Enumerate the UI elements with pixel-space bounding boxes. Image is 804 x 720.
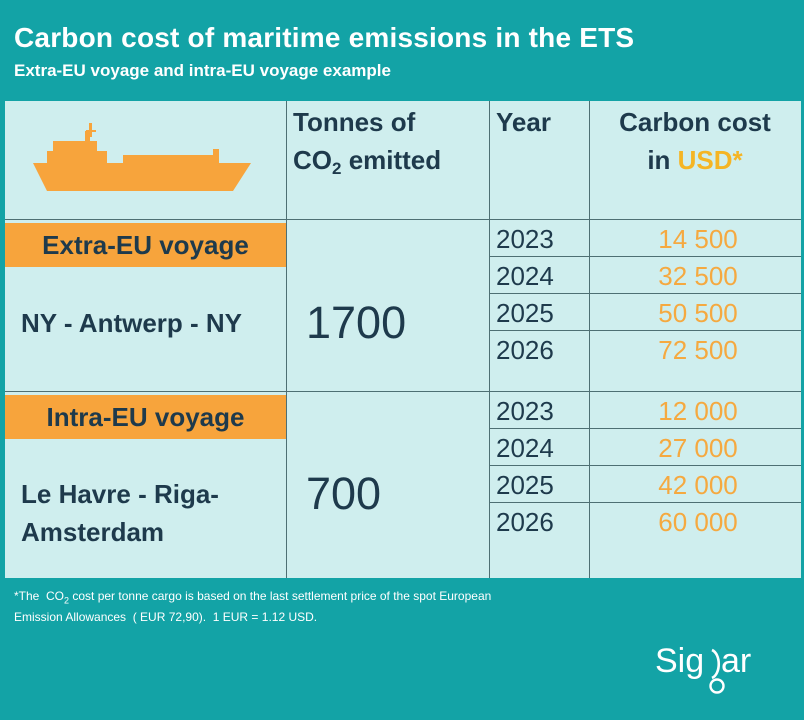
emissions-table: Tonnes of CO2 emitted Year Carbon cost i… <box>5 101 801 578</box>
sigmar-logo-icon: Sig ar <box>655 642 751 694</box>
tonnes-header-line1: Tonnes of <box>293 107 416 137</box>
tonnes-value: 700 <box>306 468 382 519</box>
row-divider <box>489 502 801 503</box>
year-cell: 2024 <box>496 261 554 291</box>
row-divider <box>489 465 801 466</box>
cost-cell: 50 500 <box>658 298 738 328</box>
row-divider <box>489 330 801 331</box>
route-line: NY - Antwerp - NY <box>21 308 243 338</box>
header-divider <box>5 219 801 220</box>
route-intra-eu: Le Havre - Riga- Amsterdam <box>21 475 219 551</box>
footnote-part1: *The CO <box>14 589 65 603</box>
co-subscript: 2 <box>332 159 342 178</box>
usd-label: USD* <box>677 145 743 175</box>
row-divider <box>489 428 801 429</box>
cost-header-line1: Carbon cost <box>619 107 771 137</box>
cost-cell: 72 500 <box>658 335 738 365</box>
svg-text:ar: ar <box>721 642 751 680</box>
column-divider <box>489 101 490 578</box>
route-extra-eu: NY - Antwerp - NY <box>21 304 242 342</box>
cost-cell: 12 000 <box>658 396 738 426</box>
page-title: Carbon cost of maritime emissions in the… <box>14 22 635 53</box>
cost-cell: 60 000 <box>658 507 738 537</box>
extra-eu-banner: Extra-EU voyage <box>5 223 286 267</box>
row-divider <box>489 256 801 257</box>
cost-header-line2: in USD* <box>589 141 801 179</box>
year-cell: 2024 <box>496 433 554 463</box>
year-cell: 2025 <box>496 470 554 500</box>
tonnes-header: Tonnes of CO2 emitted <box>293 103 441 188</box>
ship-icon <box>33 123 251 191</box>
emitted-text: emitted <box>341 145 442 175</box>
year-cell: 2026 <box>496 507 554 537</box>
cost-header: Carbon cost in USD* <box>589 103 801 179</box>
row-divider <box>489 293 801 294</box>
footnote-subscript: 2 <box>64 595 70 606</box>
tonnes-value: 1700 <box>306 297 407 348</box>
column-divider <box>286 101 287 578</box>
footnote-part2: cost per tonne cargo is based on the las… <box>14 589 498 625</box>
column-divider <box>589 101 590 578</box>
route-line: Le Havre - Riga- <box>21 479 219 509</box>
tonnes-header-line2: CO2 emitted <box>293 141 441 188</box>
cost-cell: 42 000 <box>658 470 738 500</box>
footnote: *The CO2 cost per tonne cargo is based o… <box>14 588 494 626</box>
cost-cell: 27 000 <box>658 433 738 463</box>
year-header: Year <box>496 107 551 137</box>
sigmar-logo: Sig ar <box>655 636 765 696</box>
svg-text:Sig: Sig <box>655 642 704 680</box>
year-cell: 2026 <box>496 335 554 365</box>
cost-cell: 32 500 <box>658 261 738 291</box>
year-cell: 2023 <box>496 224 554 254</box>
year-cell: 2025 <box>496 298 554 328</box>
cost-in-text: in <box>647 145 678 175</box>
year-cell: 2023 <box>496 396 554 426</box>
route-line: Amsterdam <box>21 517 165 547</box>
intra-eu-banner: Intra-EU voyage <box>5 395 286 439</box>
cost-cell: 14 500 <box>658 224 738 254</box>
page-subtitle: Extra-EU voyage and intra-EU voyage exam… <box>14 61 391 80</box>
section-divider <box>5 391 801 392</box>
co-text: CO <box>293 145 332 175</box>
